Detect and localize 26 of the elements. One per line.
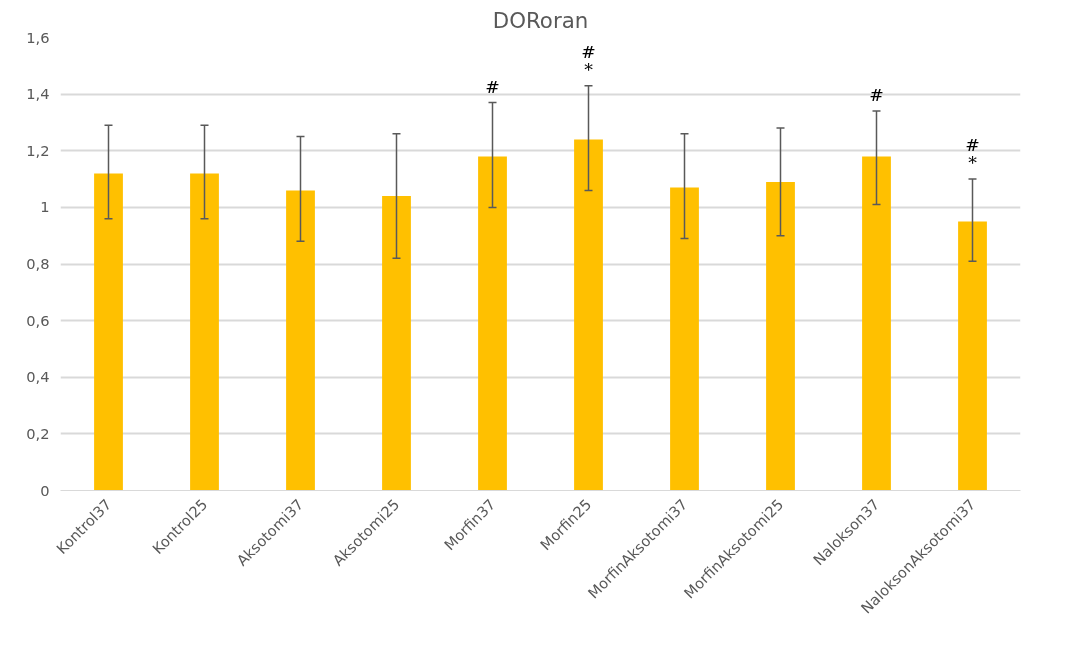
y-tick-label: 0,4 xyxy=(26,368,50,386)
annotation: # xyxy=(485,76,500,97)
bar xyxy=(286,190,315,491)
annotation: # xyxy=(965,135,980,156)
annotation: * xyxy=(584,59,594,80)
bar xyxy=(190,173,219,491)
bar xyxy=(766,181,795,491)
y-tick-label: 0,8 xyxy=(26,255,50,272)
bar xyxy=(478,156,507,491)
bar xyxy=(94,173,123,491)
annotation: # xyxy=(869,85,884,106)
y-tick-label: 1,2 xyxy=(26,141,50,159)
y-tick-label: 1,4 xyxy=(26,85,50,103)
chart-title: DORoran xyxy=(492,7,589,33)
annotation: * xyxy=(968,153,978,174)
bar xyxy=(574,139,603,491)
bar xyxy=(862,156,891,491)
y-tick-label: 1,6 xyxy=(26,28,50,46)
y-tick-label: 0 xyxy=(40,481,50,499)
annotation: # xyxy=(581,41,596,62)
bar xyxy=(670,187,699,491)
bar xyxy=(382,196,411,491)
y-tick-label: 0,2 xyxy=(26,424,50,442)
y-tick-label: 0,6 xyxy=(26,311,50,329)
y-tick-label: 1 xyxy=(40,198,50,216)
bar xyxy=(958,221,987,491)
